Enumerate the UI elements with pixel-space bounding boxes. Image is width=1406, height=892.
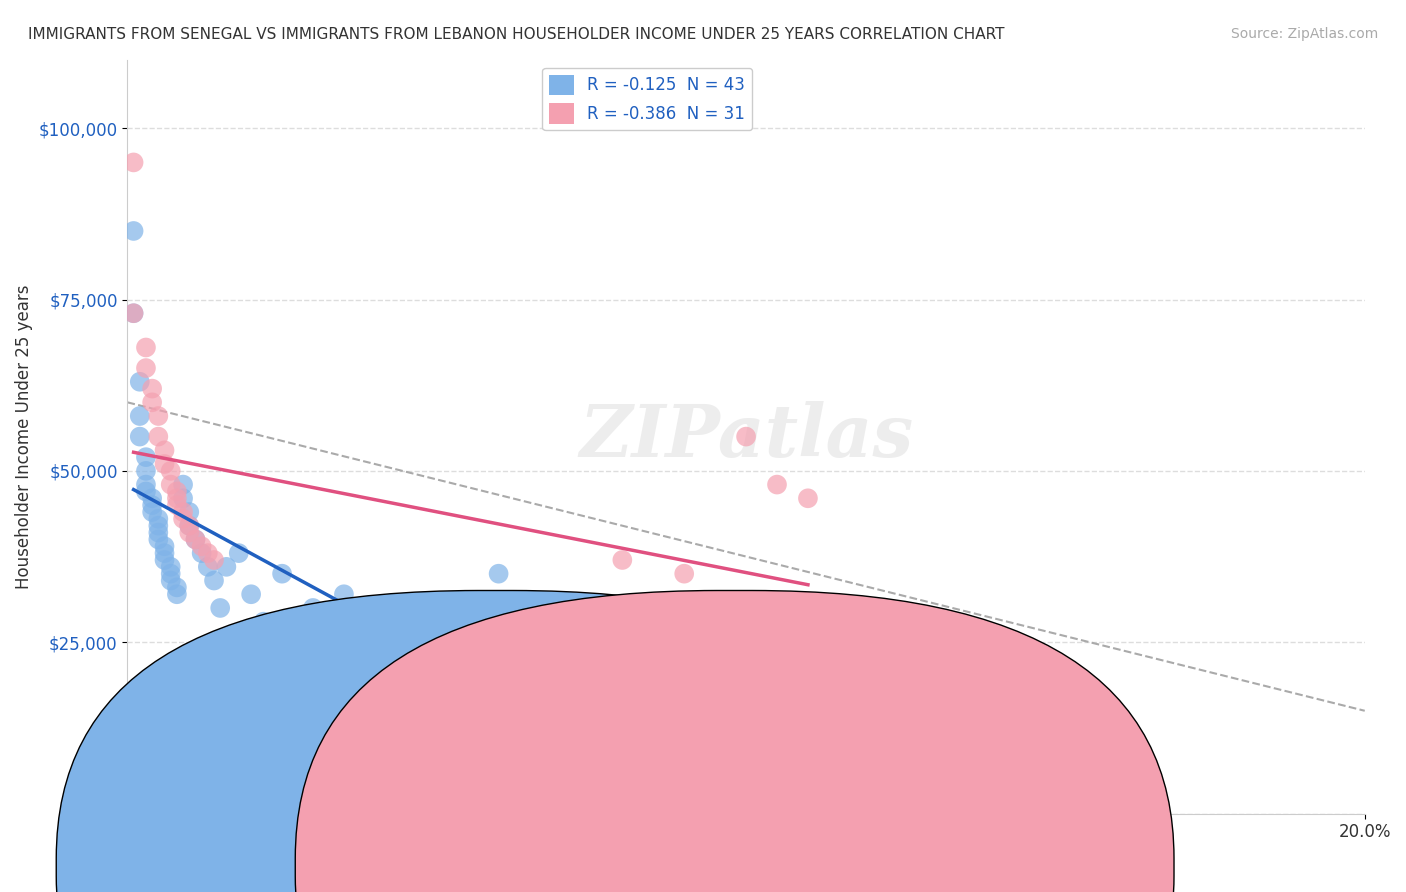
Point	[159, 464, 181, 478]
Point	[148, 533, 170, 547]
Point	[159, 477, 181, 491]
Point	[302, 601, 325, 615]
Point	[488, 566, 510, 581]
Point	[519, 635, 541, 649]
Point	[179, 518, 201, 533]
Point	[122, 306, 145, 320]
Point	[166, 498, 188, 512]
Point	[148, 429, 170, 443]
Point	[153, 539, 176, 553]
Point	[166, 581, 188, 595]
Point	[215, 559, 238, 574]
Point	[135, 341, 157, 355]
Legend: R = -0.125  N = 43, R = -0.386  N = 31: R = -0.125 N = 43, R = -0.386 N = 31	[543, 68, 752, 130]
Point	[135, 450, 157, 465]
Point	[122, 224, 145, 238]
Point	[179, 505, 201, 519]
Point	[172, 512, 194, 526]
Text: IMMIGRANTS FROM SENEGAL VS IMMIGRANTS FROM LEBANON HOUSEHOLDER INCOME UNDER 25 Y: IMMIGRANTS FROM SENEGAL VS IMMIGRANTS FR…	[28, 27, 1005, 42]
Point	[184, 533, 207, 547]
Point	[209, 601, 232, 615]
Point	[240, 587, 263, 601]
Point	[159, 559, 181, 574]
Point	[252, 615, 274, 629]
Point	[135, 484, 157, 499]
Point	[673, 566, 696, 581]
Point	[197, 546, 219, 560]
Point	[148, 518, 170, 533]
Text: Immigrants from Senegal: Immigrants from Senegal	[429, 856, 640, 874]
Point	[128, 409, 150, 423]
Point	[271, 566, 294, 581]
Text: ZIPatlas: ZIPatlas	[579, 401, 912, 472]
Point	[550, 711, 572, 725]
Point	[141, 498, 163, 512]
Point	[141, 382, 163, 396]
Point	[135, 477, 157, 491]
Text: Source: ZipAtlas.com: Source: ZipAtlas.com	[1230, 27, 1378, 41]
Point	[488, 601, 510, 615]
Point	[197, 559, 219, 574]
Point	[153, 457, 176, 471]
Point	[766, 477, 789, 491]
Point	[172, 491, 194, 506]
Point	[166, 484, 188, 499]
Point	[141, 505, 163, 519]
Point	[122, 306, 145, 320]
Point	[166, 587, 188, 601]
Point	[364, 615, 387, 629]
Point	[128, 429, 150, 443]
Point	[190, 546, 212, 560]
Point	[797, 491, 820, 506]
Point	[612, 553, 634, 567]
Point	[172, 505, 194, 519]
Point	[153, 443, 176, 458]
Point	[159, 566, 181, 581]
Y-axis label: Householder Income Under 25 years: Householder Income Under 25 years	[15, 285, 32, 589]
Point	[228, 546, 250, 560]
Point	[202, 553, 225, 567]
Point	[184, 533, 207, 547]
Point	[148, 409, 170, 423]
Point	[179, 518, 201, 533]
Point	[735, 429, 758, 443]
Point	[128, 375, 150, 389]
Point	[135, 361, 157, 376]
Point	[141, 395, 163, 409]
Point	[141, 491, 163, 506]
Text: Immigrants from Lebanon: Immigrants from Lebanon	[665, 856, 882, 874]
Point	[202, 574, 225, 588]
Point	[190, 539, 212, 553]
Point	[333, 587, 356, 601]
Point	[166, 491, 188, 506]
Point	[395, 601, 418, 615]
Point	[153, 553, 176, 567]
Point	[122, 155, 145, 169]
Point	[148, 525, 170, 540]
Point	[172, 477, 194, 491]
Point	[148, 512, 170, 526]
Point	[159, 574, 181, 588]
Point	[135, 464, 157, 478]
Point	[153, 546, 176, 560]
Point	[179, 525, 201, 540]
